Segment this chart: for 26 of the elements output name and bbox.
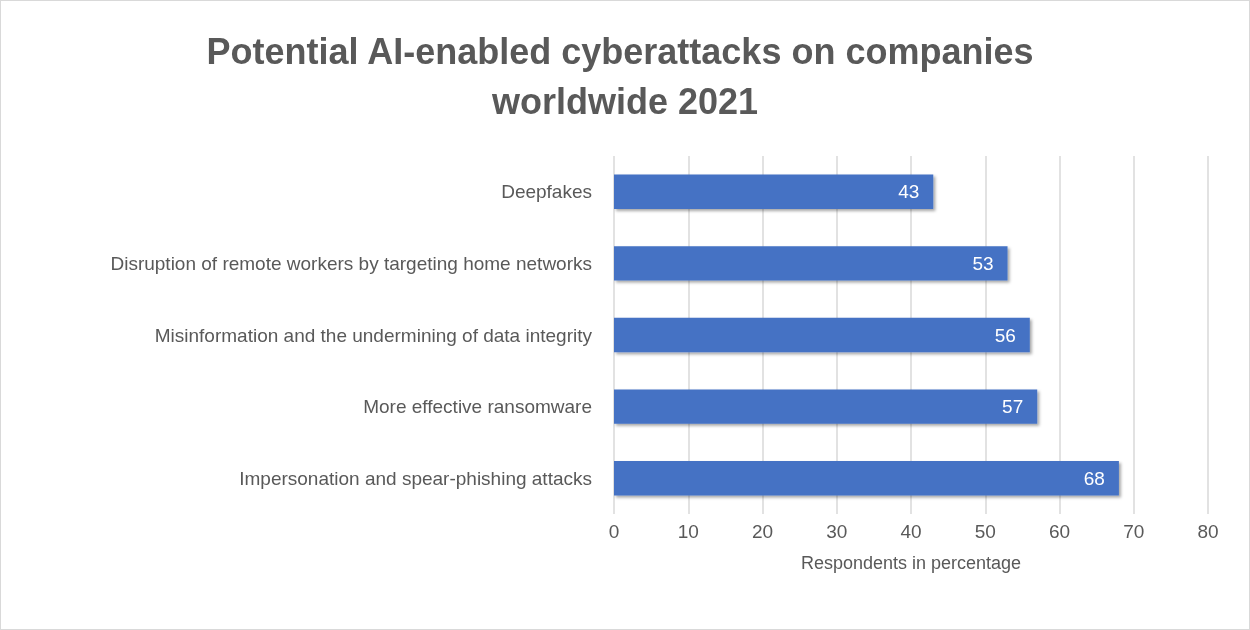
x-tick-label: 20 bbox=[751, 521, 774, 542]
data-label: 53 bbox=[972, 252, 994, 274]
chart-title: Potential AI-enabled cyberattacks on companies worldwide 2021 bbox=[206, 30, 1044, 122]
y-tick-label: Misinformation and the undermining of data integrity bbox=[154, 324, 593, 346]
bar bbox=[614, 246, 1008, 281]
x-tick-label: 10 bbox=[677, 521, 699, 542]
x-tick-label: 80 bbox=[1197, 521, 1219, 542]
x-tick-label: 30 bbox=[826, 521, 848, 542]
y-tick-label: Disruption of remote workers by targeting home networks bbox=[110, 252, 592, 274]
y-tick-label: Impersonation and spear-phishing attacks bbox=[239, 467, 592, 489]
x-tick-label: 70 bbox=[1123, 521, 1145, 542]
x-axis-title: Respondents in percentage bbox=[800, 553, 1022, 573]
x-tick-label: 0 bbox=[608, 521, 620, 542]
y-tick-label: More effective ransomware bbox=[363, 396, 592, 418]
x-tick-label: 50 bbox=[974, 521, 996, 542]
bar bbox=[614, 389, 1038, 424]
bar bbox=[614, 461, 1119, 496]
bar bbox=[614, 174, 934, 209]
bar bbox=[614, 317, 1030, 353]
data-label: 57 bbox=[1002, 396, 1024, 418]
data-label: 68 bbox=[1083, 467, 1105, 489]
x-tick-label: 40 bbox=[900, 521, 922, 542]
data-label: 56 bbox=[994, 324, 1016, 346]
x-tick-label: 60 bbox=[1048, 521, 1071, 542]
y-tick-label: Deepfakes bbox=[501, 181, 592, 203]
data-label: 43 bbox=[898, 181, 920, 203]
